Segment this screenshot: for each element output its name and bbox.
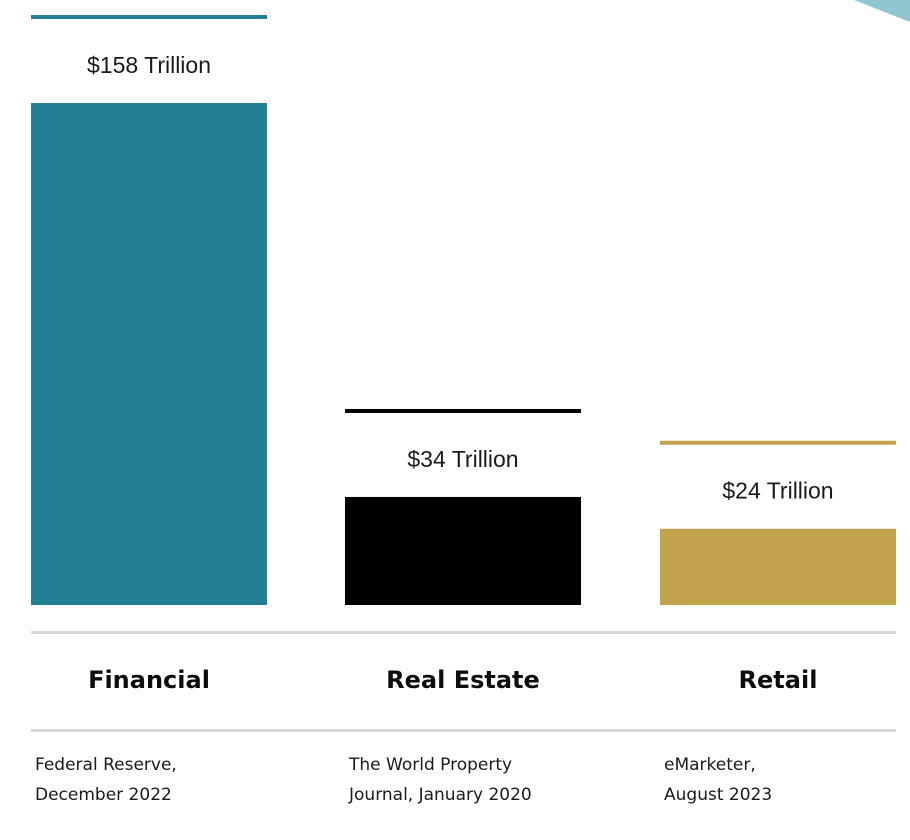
source-real-estate-line1: The World Property [349, 755, 513, 775]
category-label-real-estate: Real Estate [386, 666, 540, 694]
bar-cap-financial [31, 15, 267, 19]
source-financial: Federal Reserve, December 2022 [35, 750, 275, 810]
category-label-financial: Financial [88, 666, 210, 694]
bar-real-estate [345, 496, 581, 605]
bar-cap-real-estate [345, 408, 581, 413]
source-real-estate-line2: Journal, January 2020 [349, 785, 532, 805]
bar-retail [660, 528, 896, 605]
source-financial-line1: Federal Reserve, [35, 755, 177, 775]
corner-accent-shape [854, 0, 910, 22]
data-label-retail: $24 Trillion [722, 478, 833, 504]
bottom-divider [31, 729, 896, 732]
bar-financial [31, 103, 267, 605]
data-label-financial: $158 Trillion [87, 52, 211, 78]
source-financial-line2: December 2022 [35, 785, 172, 805]
category-label-retail: Retail [738, 666, 818, 694]
data-label-real-estate: $34 Trillion [407, 446, 518, 472]
top-divider [31, 631, 896, 634]
source-retail-line2: August 2023 [664, 785, 773, 805]
source-retail: eMarketer, August 2023 [664, 750, 904, 810]
source-real-estate: The World Property Journal, January 2020 [349, 750, 589, 810]
source-retail-line1: eMarketer, [664, 755, 756, 775]
bar-chart: $158 Trillion $34 Trillion $24 Trillion [31, 15, 896, 605]
bar-cap-retail [660, 440, 896, 445]
